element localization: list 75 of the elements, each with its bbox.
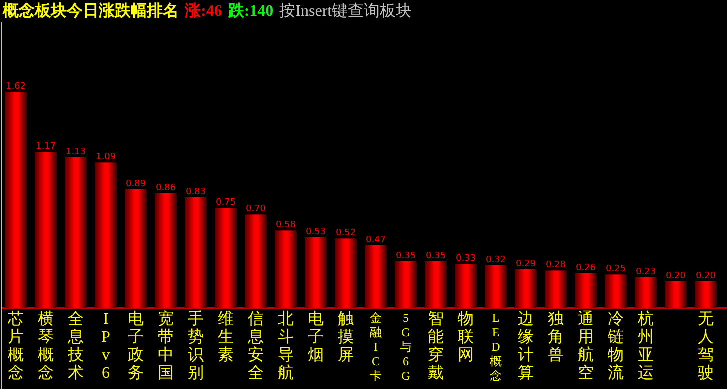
data-label: 0.47 — [366, 235, 386, 246]
x-tick-label: 宽带中国 — [158, 310, 174, 382]
x-tick-label: 通用航空 — [578, 310, 594, 382]
data-label: 0.89 — [126, 179, 146, 190]
bar — [95, 162, 117, 308]
bar — [635, 277, 657, 308]
bar — [455, 264, 477, 308]
bar — [425, 261, 447, 308]
data-label: 0.20 — [666, 271, 686, 282]
bar — [5, 92, 27, 308]
x-tick-label: 金融IC卡 — [370, 311, 382, 383]
data-label: 0.58 — [276, 220, 296, 231]
x-tick-label: 边缘计算 — [518, 310, 534, 382]
data-label: 0.29 — [516, 259, 536, 270]
bar — [305, 237, 327, 308]
bar — [185, 197, 207, 308]
bar — [695, 281, 717, 308]
x-tick-label: 信息安全 — [247, 311, 264, 382]
bar — [575, 273, 597, 308]
data-label: 1.17 — [36, 142, 56, 152]
data-label: 0.20 — [696, 271, 716, 282]
data-label: 0.26 — [576, 263, 596, 274]
x-tick-label: 5G与6G — [400, 311, 412, 383]
data-label: 0.35 — [396, 251, 416, 262]
data-label: 0.25 — [606, 264, 626, 275]
x-tick-label: 物联网 — [458, 311, 474, 364]
data-label: 0.75 — [216, 198, 236, 208]
text: 按Insert键查询板块 — [280, 2, 412, 20]
bar — [125, 189, 147, 308]
x-tick-label: 横琴概念 — [38, 310, 54, 382]
x-tick-label: 全息技术 — [67, 311, 84, 382]
bar — [335, 238, 357, 308]
data-label: 0.28 — [546, 260, 566, 271]
x-tick-label: 维生素 — [218, 310, 234, 364]
data-label: 0.53 — [306, 227, 326, 238]
x-tick-label: 杭州亚运 — [637, 310, 654, 382]
bar — [155, 193, 177, 308]
x-tick-label: 芯片概念 — [7, 310, 24, 382]
bar — [365, 245, 387, 308]
data-label: 0.86 — [156, 183, 176, 194]
x-tick-label: 触摸屏 — [338, 311, 354, 364]
x-tick-label: 无人驾驶 — [698, 311, 714, 382]
bar — [395, 261, 417, 308]
x-tick-label: 电子政务 — [128, 310, 144, 382]
bar — [245, 214, 267, 308]
bar — [65, 157, 87, 308]
data-label: 0.33 — [456, 254, 476, 264]
data-label: 1.09 — [96, 152, 116, 163]
bar — [215, 208, 237, 308]
data-label: 0.70 — [246, 204, 266, 215]
data-label: 0.83 — [186, 187, 206, 198]
data-label: 0.32 — [486, 255, 506, 266]
data-label: 0.35 — [426, 251, 446, 262]
x-tick-label: IPv6 — [102, 311, 111, 382]
x-tick-label: 北斗导航 — [278, 310, 294, 382]
bar — [515, 269, 537, 308]
x-tick-label: 冷链物流 — [607, 311, 624, 382]
data-label: 1.13 — [66, 147, 86, 158]
x-tick-label: LED概念 — [490, 311, 502, 383]
bar — [545, 270, 567, 308]
text: 涨:46 — [184, 2, 222, 20]
x-tick-label: 智能穿戴 — [428, 311, 444, 382]
bar — [665, 281, 687, 308]
bar — [35, 152, 57, 308]
text: 跌:140 — [227, 2, 274, 20]
bar — [275, 230, 297, 308]
bar — [605, 274, 627, 308]
data-label: 0.52 — [336, 228, 356, 239]
x-tick-label: 手势识别 — [188, 310, 204, 382]
data-label: 0.23 — [636, 267, 656, 278]
bar — [485, 265, 507, 308]
x-tick-label: 电子烟 — [308, 310, 324, 364]
x-tick-label: 独角兽 — [548, 310, 564, 364]
data-label: 1.62 — [6, 82, 26, 92]
chart-title: 概念板块今日涨跌幅排名 — [2, 2, 179, 20]
